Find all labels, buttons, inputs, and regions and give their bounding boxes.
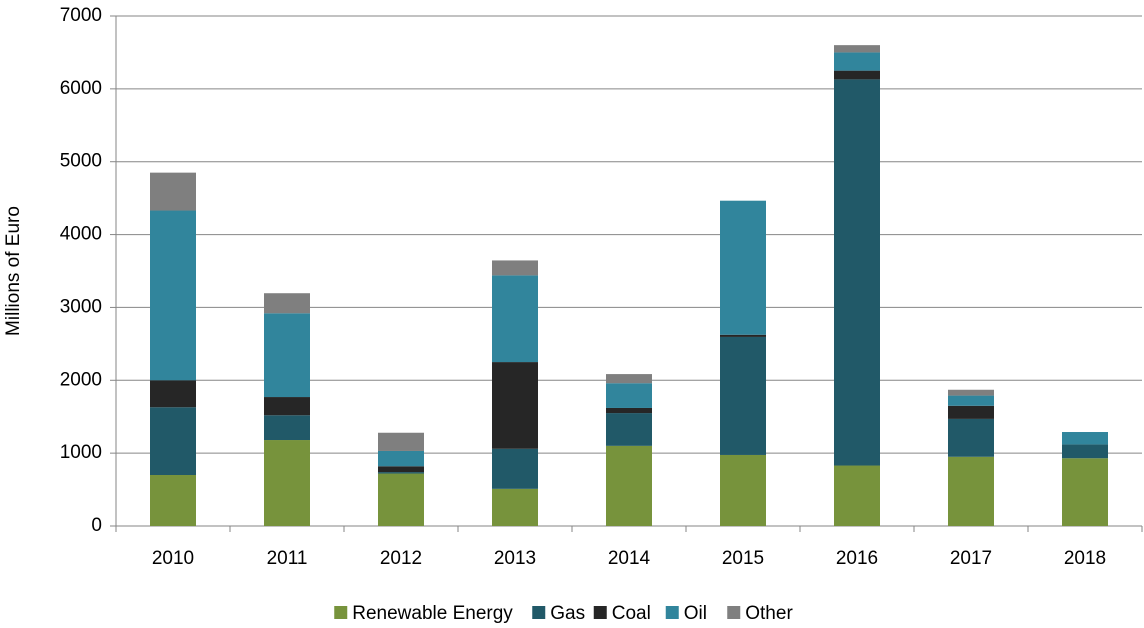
bar-segment [264,397,310,416]
bar-segment [834,70,880,80]
bar-segment [720,336,766,455]
legend-swatch [532,606,546,619]
bar-segment [378,466,424,473]
bar-segment [948,395,994,406]
y-tick-label: 6000 [60,78,102,99]
y-tick-label: 7000 [60,5,102,26]
bar-segment [378,432,424,451]
bar-segment [834,79,880,466]
y-tick-label: 4000 [60,224,102,245]
bar-segment [264,293,310,314]
bar-segment [606,374,652,384]
legend-label: Oil [684,603,707,624]
x-tick-label: 2018 [1064,548,1106,569]
bar-segment [378,472,424,474]
legend-label: Other [745,603,793,624]
bar-segment [264,313,310,398]
legend-swatch [593,606,607,619]
bar-segment [492,275,538,363]
bar-segment [150,210,196,381]
y-tick-label: 3000 [60,296,102,317]
bar-segment [492,488,538,526]
x-tick-label: 2017 [950,548,992,569]
legend-label: Coal [612,603,651,624]
bar-segment [492,362,538,449]
bar-segment [948,456,994,526]
bar-segment [1062,432,1108,445]
x-tick-label: 2011 [267,548,308,569]
bar-segment [150,475,196,526]
bar-segment [1062,458,1108,526]
legend-swatch [334,606,348,619]
y-tick-label: 5000 [60,151,102,172]
bar-segment [834,52,880,71]
bar-segment [720,454,766,526]
y-tick-label: 0 [91,515,102,536]
x-tick-label: 2016 [836,548,878,569]
bar-segment [1062,444,1108,459]
legend-label: Gas [550,603,585,624]
x-tick-label: 2012 [380,548,422,569]
bar-segment [492,260,538,276]
bar-segment [834,465,880,526]
bar-segment [606,383,652,408]
x-tick-label: 2010 [152,548,194,569]
bar-segment [264,440,310,526]
bar-segment [606,445,652,526]
y-tick-label: 1000 [60,442,102,463]
bar-segment [948,418,994,457]
legend-label: Renewable Energy [352,603,513,624]
bar-segment [606,407,652,414]
bar-segment [948,405,994,419]
bar-segment [834,45,880,53]
legend-swatch [665,606,679,619]
y-axis-label: Millions of Euro [3,206,24,336]
bar-segment [378,450,424,467]
bar-segment [150,380,196,408]
x-tick-label: 2013 [494,548,536,569]
bar-segment [378,473,424,526]
bar-segment [150,407,196,475]
legend-swatch [727,606,741,619]
x-tick-label: 2015 [722,548,764,569]
bar-segment [720,200,766,335]
bar-segment [492,448,538,489]
bar-segment [720,334,766,337]
bar-segment [606,413,652,446]
y-tick-label: 2000 [60,369,102,390]
bar-segment [264,415,310,441]
x-tick-label: 2014 [608,548,651,569]
bar-segment [150,172,196,211]
bar-segment [948,389,994,396]
